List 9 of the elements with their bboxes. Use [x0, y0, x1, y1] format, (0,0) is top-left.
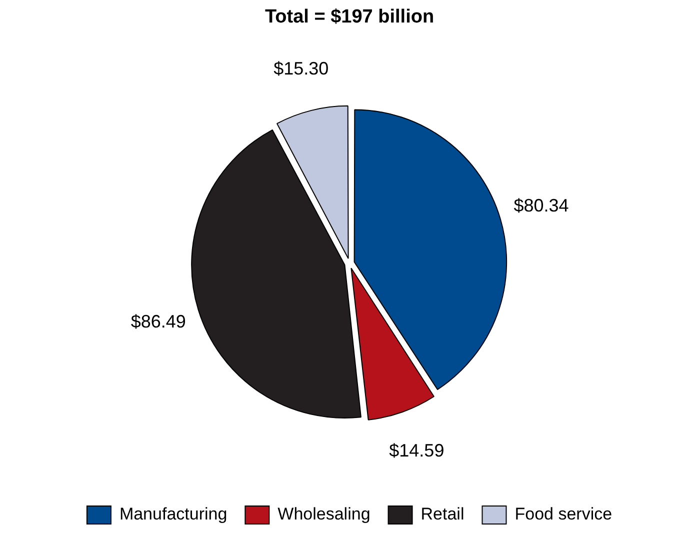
- data-label: $14.59: [389, 440, 444, 461]
- data-label: $80.34: [514, 196, 569, 216]
- data-label: $15.30: [274, 58, 329, 78]
- legend-label: Manufacturing: [119, 504, 228, 524]
- legend-label: Wholesaling: [278, 504, 370, 524]
- legend-label: Food service: [514, 504, 612, 524]
- chart-title: Total = $197 billion: [264, 6, 434, 28]
- legend-label: Retail: [420, 504, 464, 524]
- data-label: $86.49: [130, 311, 186, 332]
